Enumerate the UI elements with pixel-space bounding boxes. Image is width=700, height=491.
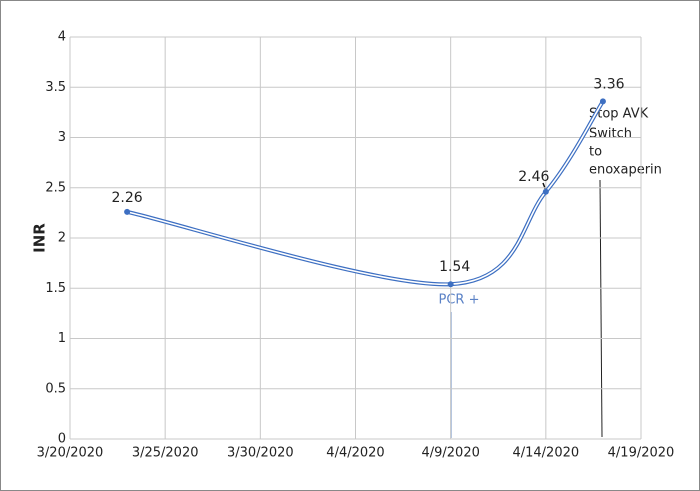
x-tick-label: 3/25/2020 — [132, 446, 199, 461]
annotation: enoxaperin — [589, 163, 662, 178]
y-tick-label: 1.5 — [45, 281, 66, 296]
y-tick-label: 0.5 — [45, 381, 66, 396]
x-tick-label: 3/20/2020 — [37, 446, 104, 461]
stop-pointer — [599, 179, 603, 438]
data-label: 2.26 — [112, 190, 143, 206]
y-tick-label: 0 — [58, 432, 66, 447]
point — [599, 98, 606, 105]
x-tick-label: 3/30/2020 — [227, 446, 294, 461]
annotation: Stop AVK — [589, 107, 649, 122]
data-label: 1.54 — [439, 259, 470, 275]
point — [447, 281, 454, 288]
x-tick-label: 4/14/2020 — [512, 446, 579, 461]
y-tick-label: 2.5 — [45, 180, 66, 195]
annotation: Switch — [589, 127, 632, 142]
point — [542, 188, 549, 195]
y-tick-label: 3 — [58, 130, 66, 145]
y-tick-label: 2 — [58, 231, 66, 246]
y-axis-label: INR — [31, 223, 49, 253]
y-tick-label: 1 — [58, 331, 66, 346]
y-tick-label: 4 — [58, 30, 66, 45]
data-label: 3.36 — [593, 76, 624, 92]
annotation: PCR + — [439, 293, 480, 308]
line-inner — [126, 100, 604, 286]
data-label: 2.46 — [518, 169, 549, 185]
annotation: to — [589, 145, 602, 160]
x-tick-label: 4/4/2020 — [326, 446, 384, 461]
point — [124, 208, 131, 215]
x-tick-label: 4/9/2020 — [421, 446, 479, 461]
x-tick-label: 4/19/2020 — [608, 446, 675, 461]
y-tick-label: 3.5 — [45, 80, 66, 95]
